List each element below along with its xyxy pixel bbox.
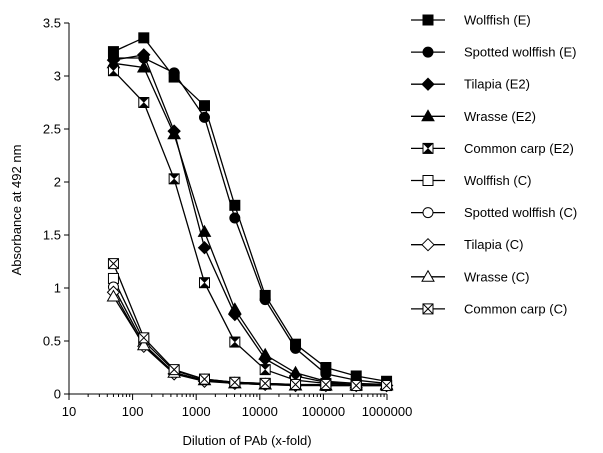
- x-tick-label: 100: [122, 404, 144, 419]
- series-4-point: [136, 60, 151, 73]
- legend-label: Tilapia (C): [464, 237, 523, 252]
- x-tick-label: 10000: [242, 404, 278, 419]
- plot-area: [106, 32, 394, 393]
- series-10-point: [350, 380, 362, 392]
- legend-item-4: Wrasse (E2): [411, 109, 536, 124]
- legend-marker: [421, 237, 435, 252]
- series-1-line: [113, 36, 387, 382]
- series-4-point: [167, 127, 182, 140]
- series-5-point: [229, 336, 241, 348]
- y-tick-label: 1.5: [43, 228, 61, 243]
- legend-label: Wolffish (C): [464, 173, 531, 188]
- series-2-line: [113, 57, 387, 385]
- y-tick-label: 3.5: [43, 16, 61, 31]
- series-4-point: [227, 302, 242, 315]
- legend-marker: [422, 46, 434, 58]
- y-tick-label: 0: [54, 387, 61, 402]
- series-10-point: [138, 332, 150, 344]
- y-tick-label: 2: [54, 175, 61, 190]
- series-10-point: [259, 377, 271, 389]
- series-2-point: [168, 67, 180, 79]
- series-10-point: [198, 373, 210, 385]
- series-3-line: [113, 54, 387, 387]
- series-3-point: [197, 241, 212, 255]
- legend-label: Wolffish (E): [464, 13, 531, 28]
- y-tick-label: 0.5: [43, 334, 61, 349]
- series-10-point: [168, 364, 180, 376]
- legend-marker: [421, 77, 435, 91]
- x-axis-title: Dilution of PAb (x-fold): [182, 433, 311, 448]
- y-tick-label: 3: [54, 69, 61, 84]
- legend-label: Wrasse (C): [464, 269, 529, 284]
- legend-marker: [422, 175, 434, 186]
- series-2-point: [259, 294, 271, 306]
- series-9-point: [136, 338, 151, 351]
- legend-label: Spotted wolffish (E): [464, 45, 576, 60]
- legend-label: Tilapia (E2): [464, 77, 530, 92]
- legend-item-1: Wolffish (E): [411, 13, 531, 28]
- series-1-point: [229, 199, 241, 211]
- legend-item-3: Tilapia (E2): [411, 77, 530, 92]
- series-10-point: [229, 376, 241, 388]
- series-1-point: [138, 32, 150, 44]
- x-tick-label: 1000000: [362, 404, 413, 419]
- series-5-point: [107, 65, 120, 77]
- y-tick-label: 2.5: [43, 122, 61, 137]
- legend-label: Wrasse (E2): [464, 109, 536, 124]
- legend-marker: [422, 14, 434, 26]
- legend: Wolffish (E) Spotted wolffish (E) Tilapia …: [411, 13, 577, 316]
- legend-marker: [421, 109, 435, 122]
- series-10-point: [290, 378, 302, 390]
- series-10-point: [320, 378, 332, 390]
- series-5-point: [198, 277, 211, 289]
- legend-item-7: Spotted wolffish (C): [411, 205, 577, 220]
- legend-marker: [422, 303, 434, 315]
- y-tick-label: 1: [54, 281, 61, 296]
- series-10-line: [112, 263, 387, 387]
- series-5-point: [168, 173, 180, 185]
- series-5-line: [113, 70, 387, 387]
- x-tick-label: 1000: [182, 404, 211, 419]
- legend-marker: [422, 207, 434, 219]
- legend-item-6: Wolffish (C): [411, 173, 531, 188]
- legend-marker: [422, 142, 434, 154]
- series-2-point: [290, 342, 302, 354]
- series-2-point: [229, 212, 241, 224]
- series-1-point: [198, 100, 210, 112]
- legend-marker: [421, 269, 435, 282]
- legend-label: Common carp (E2): [464, 141, 574, 156]
- legend-item-2: Spotted wolffish (E): [411, 45, 576, 60]
- legend-item-9: Wrasse (C): [411, 269, 529, 284]
- series-5-point: [259, 364, 271, 376]
- series-8-line: [112, 291, 387, 387]
- series-10-point: [107, 258, 119, 270]
- series-9-line: [112, 296, 387, 387]
- series-5-point: [138, 97, 150, 108]
- legend-label: Spotted wolffish (C): [464, 205, 577, 220]
- legend-item-10: Common carp (C): [411, 301, 567, 316]
- legend-item-5: Common carp (E2): [411, 141, 574, 156]
- x-tick-label: 100000: [302, 404, 345, 419]
- series-9-point: [106, 289, 121, 302]
- series-10-point: [381, 380, 393, 392]
- series-4-point: [197, 224, 212, 237]
- y-axis-title: Absorbance at 492 nm: [9, 145, 24, 276]
- legend-item-8: Tilapia (C): [411, 237, 523, 252]
- series-4-point: [258, 347, 273, 360]
- axes: Absorbance at 492 nm Dilution of PAb (x-…: [9, 16, 412, 449]
- x-tick-label: 10: [62, 404, 76, 419]
- series-4-line: [113, 62, 387, 386]
- legend-label: Common carp (C): [464, 301, 567, 316]
- series-2-point: [198, 111, 210, 123]
